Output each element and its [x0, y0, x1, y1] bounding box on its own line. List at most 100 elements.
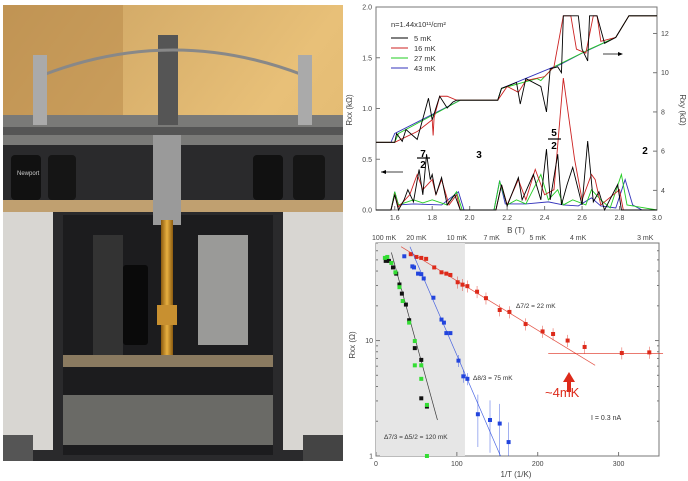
legend-title: n=1.44x10¹¹/cm² — [391, 20, 446, 29]
data-point-black — [419, 357, 424, 362]
data-point-red — [497, 307, 502, 312]
top-axis-temperature-label: 3 mK — [637, 235, 654, 242]
data-point-green — [389, 260, 394, 265]
data-point-black — [419, 396, 424, 401]
top-axis-temperature-label: 100 mK — [372, 235, 396, 242]
y-left-tick-label: 0.0 — [362, 208, 372, 215]
legend-label: 5 mK — [414, 34, 432, 43]
x-tick-label: 2.6 — [577, 215, 587, 222]
data-point-black — [390, 265, 395, 270]
top-axis-temperature-label: 7 mK — [483, 235, 500, 242]
data-point-black — [403, 302, 408, 307]
left-arrow-head — [381, 170, 386, 174]
data-point-green — [419, 376, 424, 381]
y-tick-label: 1 — [369, 454, 373, 461]
data-point-green — [393, 270, 398, 275]
y-left-tick-label: 1.5 — [362, 55, 372, 62]
x-tick-label: 1.6 — [390, 215, 400, 222]
data-point-blue — [419, 272, 424, 277]
y-left-tick-label: 1.0 — [362, 106, 372, 113]
x-tick-label: 2.4 — [540, 215, 550, 222]
data-point-blue — [497, 421, 502, 426]
x-tick-label: 2.8 — [615, 215, 625, 222]
fraction-7-2-den: 2 — [420, 160, 426, 171]
y-right-axis-label: Rxy (kΩ) — [678, 94, 687, 126]
top-axis-temperature-label: 20 mK — [406, 235, 427, 242]
data-point-blue — [421, 276, 426, 281]
x-tick-label: 100 — [451, 461, 463, 468]
data-point-green — [412, 339, 417, 344]
data-point-blue — [441, 320, 446, 325]
data-point-red — [465, 284, 470, 289]
data-point-green — [424, 454, 429, 458]
legend-label: 43 mK — [414, 64, 436, 73]
data-point-black — [407, 318, 412, 323]
data-point-blue — [456, 358, 461, 363]
data-point-green — [412, 363, 417, 368]
y-tick-label: 10 — [365, 338, 373, 345]
data-point-blue — [465, 376, 470, 381]
x-tick-label: 2.0 — [465, 215, 475, 222]
x-tick-label: 0 — [374, 461, 378, 468]
data-point-red — [582, 344, 587, 349]
data-point-red — [475, 289, 480, 294]
saturation-temperature-annotation: ~4mK — [545, 385, 580, 400]
data-point-red — [419, 255, 424, 260]
data-point-blue — [412, 265, 417, 270]
x-tick-label: 300 — [613, 461, 625, 468]
data-point-red — [444, 271, 449, 276]
data-point-black — [412, 346, 417, 351]
shaded-region — [376, 243, 465, 456]
data-point-blue — [488, 418, 493, 423]
legend-label: 16 mK — [414, 44, 436, 53]
data-point-red — [565, 338, 570, 343]
x-axis-label: 1/T (1/K) — [501, 470, 532, 479]
x-axis-label: B (T) — [507, 226, 525, 235]
y-right-tick-label: 6 — [661, 149, 665, 156]
data-point-red — [647, 350, 652, 355]
data-point-red — [551, 331, 556, 336]
data-point-red — [540, 329, 545, 334]
data-point-red — [448, 272, 453, 277]
x-tick-label: 200 — [532, 461, 544, 468]
data-point-red — [414, 254, 419, 259]
data-point-green — [400, 299, 405, 304]
data-point-black — [399, 291, 404, 296]
data-point-red — [432, 265, 437, 270]
fraction-7-2-num: 7 — [420, 149, 426, 160]
data-point-green — [424, 402, 429, 407]
top-axis-temperature-label: 5 mK — [530, 235, 547, 242]
x-tick-label: 2.2 — [502, 215, 512, 222]
top-axis-temperature-label: 10 mK — [447, 235, 468, 242]
data-point-green — [382, 255, 387, 260]
gap-8-3-annotation: Δ8/3 = 75 mK — [473, 375, 513, 382]
y-left-axis-label: Rxx (kΩ) — [345, 94, 354, 126]
fit-line-blue — [409, 246, 501, 457]
fit-line-black — [391, 252, 438, 421]
gap-7-3-5-2-annotation: Δ7/3 = Δ5/2 = 120 mK — [384, 434, 448, 441]
data-point-red — [455, 280, 460, 285]
data-point-red — [483, 296, 488, 301]
filling-3-label: 3 — [476, 150, 482, 161]
data-point-blue — [416, 271, 421, 276]
right-arrow-head — [618, 52, 623, 56]
data-point-blue — [475, 412, 480, 417]
current-annotation: I = 0.3 nA — [591, 415, 621, 422]
filling-2-label: 2 — [642, 146, 648, 157]
data-point-black — [383, 258, 388, 263]
data-point-blue — [448, 331, 453, 336]
fraction-5-2-den: 2 — [551, 141, 557, 152]
data-point-red — [439, 270, 444, 275]
data-point-green — [407, 320, 412, 325]
data-point-red — [523, 322, 528, 327]
x-tick-label: 1.8 — [427, 215, 437, 222]
y-left-tick-label: 2.0 — [362, 5, 372, 12]
photo-label: Newport — [17, 171, 40, 177]
y-axis-label: Rxx (Ω) — [348, 331, 357, 359]
data-point-blue — [461, 374, 466, 379]
data-point-green — [397, 285, 402, 290]
x-tick-label: 3.0 — [652, 215, 662, 222]
data-point-red — [460, 282, 465, 287]
y-right-tick-label: 8 — [661, 109, 665, 116]
data-point-blue — [506, 440, 511, 445]
